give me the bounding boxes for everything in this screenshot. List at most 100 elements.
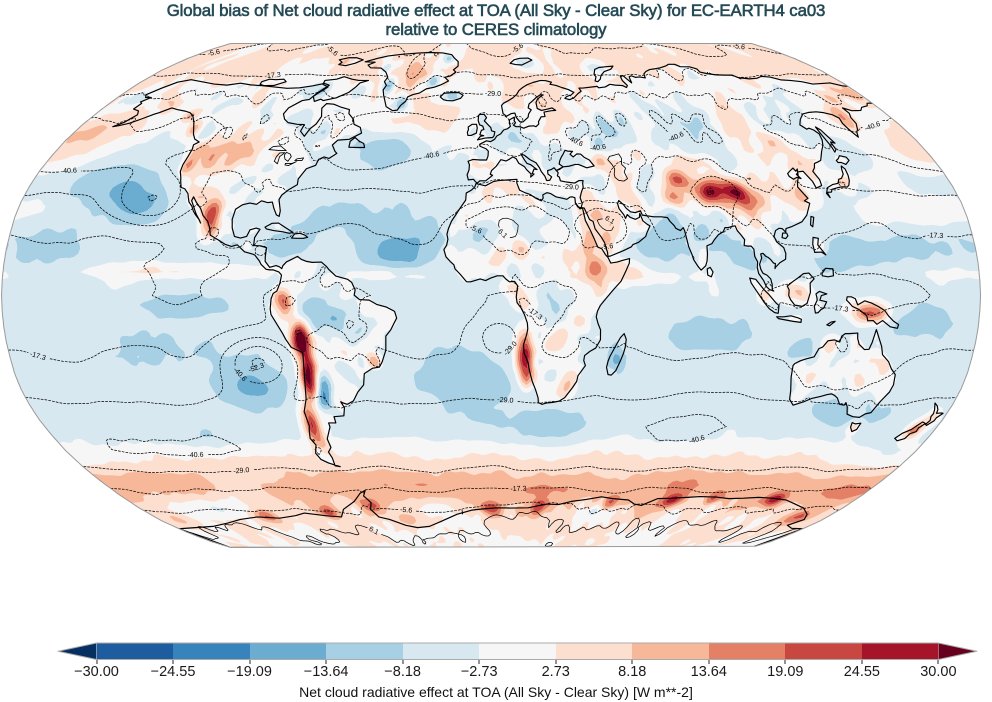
coastline — [466, 123, 478, 137]
coastline — [268, 145, 287, 151]
coastline-path — [607, 153, 628, 182]
contour-label: -40.6 — [589, 143, 606, 153]
contour-label: -29.0 — [485, 90, 501, 98]
colorbar-tick-label: 2.73 — [541, 663, 570, 680]
coastline-path — [268, 145, 287, 151]
bias-fill-band — [2, 43, 980, 548]
figure-title-line2: relative to CERES climatology — [385, 20, 607, 40]
bias-fill-band — [5, 56, 977, 438]
coastline-path — [466, 63, 884, 292]
world-map-svg: *{stroke-linejoin: round; stroke-linecap… — [1, 41, 982, 549]
colorbar-cell — [96, 643, 174, 660]
coastline-path — [466, 123, 478, 137]
colorbar-tick-label: 13.64 — [690, 663, 727, 680]
coastline-path — [348, 136, 366, 149]
contour-label: -17.3 — [832, 304, 849, 314]
colorbar-tick-mark — [325, 659, 327, 664]
colorbar-tick-mark — [172, 659, 174, 664]
climatology-contour-line — [24, 87, 958, 474]
coastline-path — [849, 422, 862, 433]
colorbar-cell — [249, 643, 327, 660]
coastline-path — [178, 489, 808, 548]
coastline — [273, 152, 286, 165]
coastline-path — [749, 277, 780, 314]
colorbar-tick-label: 19.09 — [767, 663, 804, 680]
coastline-path — [781, 232, 789, 240]
contour-label: -5.6 — [400, 506, 413, 515]
coastline — [788, 328, 896, 418]
coastline — [826, 320, 836, 327]
coastline-path — [814, 126, 837, 153]
coastline-path — [284, 161, 297, 166]
coastline — [749, 277, 780, 314]
coastline-path — [835, 155, 850, 166]
contour-label: -17.3 — [264, 71, 281, 80]
contour-label: -5.6 — [207, 48, 221, 58]
coastline — [894, 421, 927, 442]
colorbar-tick-mark — [631, 659, 633, 664]
coastline — [290, 232, 309, 239]
projection-boundary-path — [1, 42, 982, 549]
coastline-path — [273, 152, 286, 165]
coastline-path — [312, 76, 370, 102]
coastline — [605, 333, 627, 376]
colorbar-cells — [96, 643, 939, 660]
coastline — [835, 155, 850, 166]
coastline-path — [924, 402, 944, 427]
bias-fill-band — [1, 53, 981, 516]
coastline — [786, 272, 815, 307]
coastline-path — [809, 215, 815, 228]
contour-label: -17.3 — [510, 485, 526, 493]
contour-label: -5.6 — [510, 41, 525, 54]
coastline — [607, 153, 628, 182]
colorbar-cell — [173, 643, 250, 660]
coastline-path — [509, 57, 533, 66]
coastline-path — [259, 78, 287, 87]
colorbar-tick-label: 24.55 — [843, 663, 881, 680]
contour-label: -40.6 — [61, 166, 78, 175]
coastline — [264, 222, 294, 234]
coastline-path — [786, 272, 815, 307]
colorbar-cell — [708, 643, 786, 660]
coastline — [845, 296, 900, 329]
colorbar-tick-label: −30.00 — [74, 663, 119, 680]
coastline-path — [813, 290, 828, 314]
contour-label: 6.1 — [368, 525, 380, 537]
coastline — [809, 215, 815, 228]
colorbar-tick-mark — [861, 659, 863, 664]
coastline — [348, 136, 366, 149]
colorbar-cell — [479, 643, 556, 660]
coastline — [466, 63, 884, 292]
colorbar-underflow-arrow — [58, 643, 97, 660]
contour-label: -5.6 — [732, 42, 745, 52]
coastline — [781, 232, 789, 240]
colorbar-tick-mark — [96, 659, 97, 664]
coastline-path — [439, 92, 464, 102]
colorbar-tick-label: 8.18 — [618, 663, 647, 680]
colorbar-axis-label: Net cloud radiative effect at TOA (All S… — [299, 684, 693, 700]
coastline — [593, 65, 614, 83]
colorbar-tick-mark — [249, 659, 251, 664]
coastline — [825, 165, 850, 199]
coastline — [821, 267, 835, 278]
coastline — [338, 57, 364, 67]
figure-title-line1: Global bias of Net cloud radiative effec… — [166, 1, 826, 21]
coastline-path — [283, 151, 292, 162]
coastline-path — [338, 57, 364, 67]
coastline-path — [706, 266, 714, 278]
coastline-path — [812, 236, 827, 256]
coastline-path — [264, 222, 294, 234]
contour-label: -29.0 — [233, 466, 250, 476]
coastline-path — [593, 65, 614, 83]
colorbar-tick-label: 30.00 — [920, 663, 957, 680]
coastline — [814, 126, 837, 153]
colorbar-tick-label: −13.64 — [303, 663, 349, 680]
colorbar-tick-mark — [937, 659, 939, 664]
coastline — [706, 266, 714, 278]
coastline-path — [443, 178, 631, 405]
coastline-path — [294, 157, 305, 161]
colorbar-tick-mark — [402, 659, 404, 664]
colorbar-cell — [861, 643, 939, 660]
contour-label: -5.6 — [469, 223, 483, 235]
